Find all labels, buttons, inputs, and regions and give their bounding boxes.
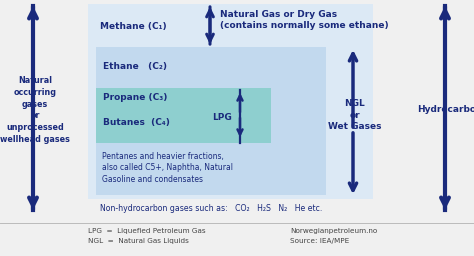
Text: Ethane   (C₂): Ethane (C₂): [103, 62, 167, 71]
Text: Non-hydrocarbon gases such as:   CO₂   H₂S   N₂   He etc.: Non-hydrocarbon gases such as: CO₂ H₂S N…: [100, 204, 322, 213]
Text: NGL  =  Natural Gas Liquids: NGL = Natural Gas Liquids: [88, 238, 189, 244]
Text: Natural Gas or Dry Gas
(contains normally some ethane): Natural Gas or Dry Gas (contains normall…: [220, 10, 389, 30]
Bar: [96, 88, 271, 143]
Text: LPG: LPG: [212, 112, 232, 122]
Bar: [96, 47, 326, 195]
Text: Pentanes and heavier fractions,
also called C5+, Naphtha, Natural
Gasoline and c: Pentanes and heavier fractions, also cal…: [102, 152, 233, 184]
Text: Natural
occurring
gases
or
unprocessed
wellhead gases: Natural occurring gases or unprocessed w…: [0, 76, 70, 144]
Text: Butanes  (C₄): Butanes (C₄): [103, 119, 170, 127]
Text: NGL
or
Wet Gases: NGL or Wet Gases: [328, 99, 382, 131]
Text: LPG  =  Liquefied Petroleum Gas: LPG = Liquefied Petroleum Gas: [88, 228, 206, 234]
Text: Source: IEA/MPE: Source: IEA/MPE: [290, 238, 349, 244]
Text: Methane (C₁): Methane (C₁): [100, 22, 167, 30]
Text: Propane (C₃): Propane (C₃): [103, 93, 167, 102]
Text: Norwegianpetroleum.no: Norwegianpetroleum.no: [290, 228, 377, 234]
Text: Hydrocarbons: Hydrocarbons: [418, 105, 474, 114]
Bar: [88, 4, 373, 199]
